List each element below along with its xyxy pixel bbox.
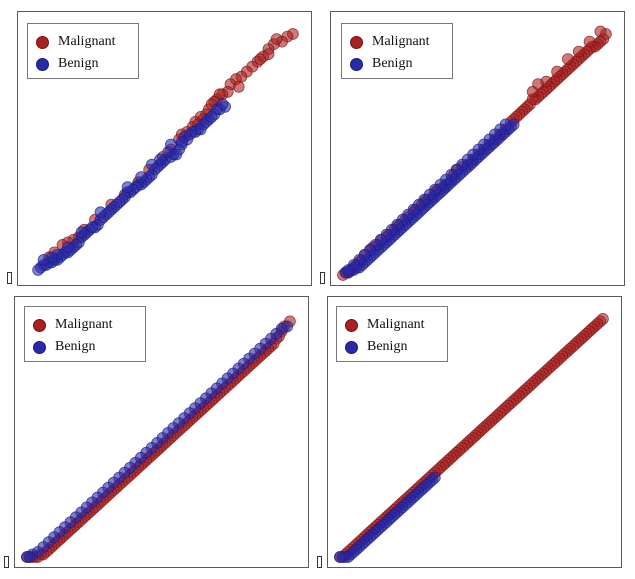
benign-point bbox=[21, 551, 33, 563]
benign-point bbox=[32, 264, 45, 276]
benign-point bbox=[164, 138, 177, 151]
benign-point bbox=[37, 253, 50, 266]
benign-swatch bbox=[350, 57, 363, 71]
malignant-swatch bbox=[33, 318, 46, 332]
malignant-swatch bbox=[350, 35, 363, 49]
legend-label-malignant: Malignant bbox=[367, 317, 425, 332]
benign-swatch bbox=[33, 340, 46, 354]
malignant-swatch bbox=[345, 318, 358, 332]
malignant-point bbox=[561, 53, 574, 65]
legend-label-benign: Benign bbox=[58, 56, 99, 71]
panel-marker bbox=[320, 272, 325, 284]
scatter-panel-top-right: Malignant Benign bbox=[330, 11, 625, 286]
benign-point bbox=[154, 153, 167, 166]
panel-marker bbox=[4, 556, 9, 568]
malignant-point bbox=[232, 80, 245, 93]
legend-item-benign: Benign bbox=[345, 339, 407, 355]
legend-item-malignant: Malignant bbox=[33, 317, 113, 333]
legend: Malignant Benign bbox=[27, 23, 139, 79]
benign-point bbox=[170, 148, 183, 161]
benign-point bbox=[342, 264, 355, 276]
legend-label-benign: Benign bbox=[55, 339, 96, 354]
scatter-plot-3 bbox=[21, 315, 296, 563]
legend: Malignant Benign bbox=[341, 23, 453, 79]
legend-item-benign: Benign bbox=[36, 56, 98, 72]
legend-label-malignant: Malignant bbox=[372, 34, 430, 49]
benign-point bbox=[94, 206, 107, 219]
malignant-point bbox=[262, 48, 275, 60]
benign-point bbox=[121, 181, 134, 194]
benign-swatch bbox=[36, 57, 49, 71]
scatter-plot-2 bbox=[337, 25, 612, 281]
benign-swatch bbox=[345, 340, 358, 354]
scatter-panel-top-left: Malignant Benign bbox=[17, 11, 312, 286]
legend-item-benign: Benign bbox=[350, 56, 412, 72]
scatter-panel-bottom-right: Malignant Benign bbox=[327, 296, 622, 568]
legend-label-benign: Benign bbox=[372, 56, 413, 71]
scatter-plot-1 bbox=[32, 28, 299, 276]
malignant-point bbox=[270, 33, 283, 46]
legend-item-malignant: Malignant bbox=[36, 34, 116, 50]
benign-point bbox=[216, 98, 229, 111]
legend-label-benign: Benign bbox=[367, 339, 408, 354]
malignant-point bbox=[551, 65, 564, 78]
malignant-swatch bbox=[36, 35, 49, 49]
panel-marker bbox=[317, 556, 322, 568]
legend: Malignant Benign bbox=[336, 306, 448, 362]
malignant-point bbox=[572, 45, 585, 58]
malignant-point bbox=[583, 35, 596, 48]
benign-point bbox=[62, 241, 74, 254]
benign-point bbox=[334, 551, 346, 563]
benign-point bbox=[86, 221, 99, 234]
scatter-plot-4 bbox=[334, 312, 609, 563]
benign-point bbox=[75, 226, 88, 239]
legend-label-malignant: Malignant bbox=[55, 317, 113, 332]
legend-item-malignant: Malignant bbox=[350, 34, 430, 50]
legend-item-benign: Benign bbox=[33, 339, 95, 355]
legend-item-malignant: Malignant bbox=[345, 317, 425, 333]
benign-point bbox=[135, 171, 147, 184]
benign-point bbox=[175, 136, 188, 148]
malignant-point bbox=[532, 78, 545, 91]
panel-marker bbox=[7, 272, 12, 284]
scatter-panel-bottom-left: Malignant Benign bbox=[14, 296, 309, 568]
legend-label-malignant: Malignant bbox=[58, 34, 116, 49]
legend: Malignant Benign bbox=[24, 306, 146, 362]
malignant-point bbox=[594, 25, 607, 38]
